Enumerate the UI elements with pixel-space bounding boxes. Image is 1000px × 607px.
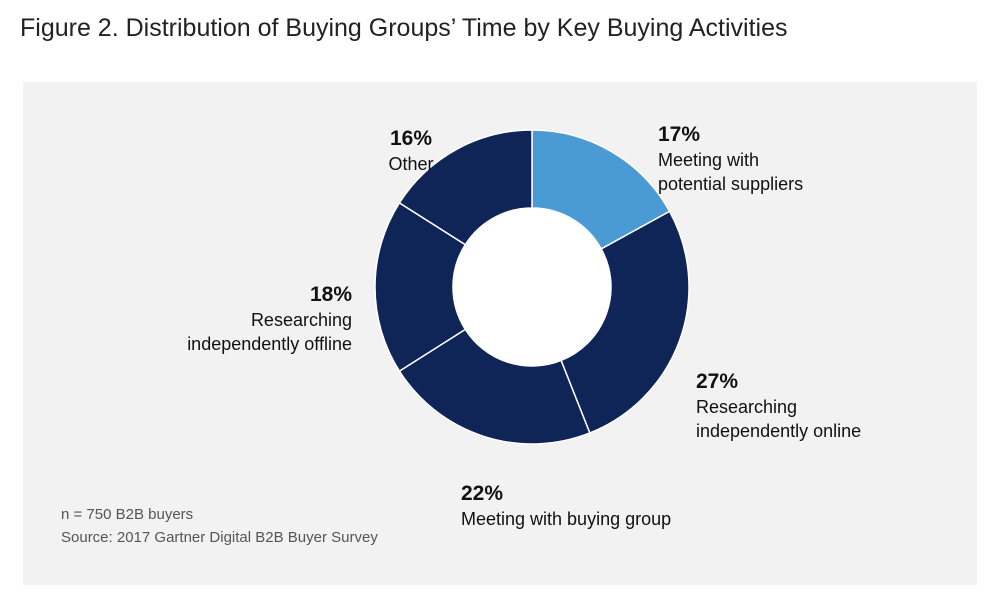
chart-panel: 17% Meeting with potential suppliers 27%… bbox=[23, 82, 977, 585]
slice-text-line: Researching bbox=[250, 310, 352, 330]
source-note: Source: 2017 Gartner Digital B2B Buyer S… bbox=[61, 529, 378, 546]
slice-label-meeting-suppliers: 17% Meeting with potential suppliers bbox=[658, 122, 803, 196]
slice-text-line: independently offline bbox=[187, 334, 352, 354]
slice-label-researching-offline: 18% Researching independently offline bbox=[187, 282, 352, 356]
slice-text-line: Meeting with buying group bbox=[461, 509, 672, 529]
slice-pct: 17% bbox=[658, 123, 701, 146]
slice-text-line: Researching bbox=[696, 397, 798, 417]
slice-text-line: independently online bbox=[696, 421, 862, 441]
slice-pct: 27% bbox=[696, 370, 739, 393]
slice-pct: 22% bbox=[461, 482, 504, 505]
slice-label-researching-online: 27% Researching independently online bbox=[696, 369, 861, 443]
donut-hole bbox=[453, 208, 611, 366]
footnotes: n = 750 B2B buyers Source: 2017 Gartner … bbox=[61, 503, 378, 549]
slice-text-line: Meeting with bbox=[658, 150, 760, 170]
slice-pct: 18% bbox=[309, 283, 352, 306]
slice-label-other: 16% Other bbox=[363, 126, 459, 176]
donut-chart bbox=[374, 129, 690, 445]
slice-text-line: Other bbox=[388, 154, 434, 174]
slice-label-meeting-buying-group: 22% Meeting with buying group bbox=[461, 481, 671, 531]
sample-size-note: n = 750 B2B buyers bbox=[61, 506, 194, 523]
slice-pct: 16% bbox=[389, 127, 433, 150]
figure-title: Figure 2. Distribution of Buying Groups’… bbox=[20, 14, 788, 42]
slice-text-line: potential suppliers bbox=[658, 174, 804, 194]
